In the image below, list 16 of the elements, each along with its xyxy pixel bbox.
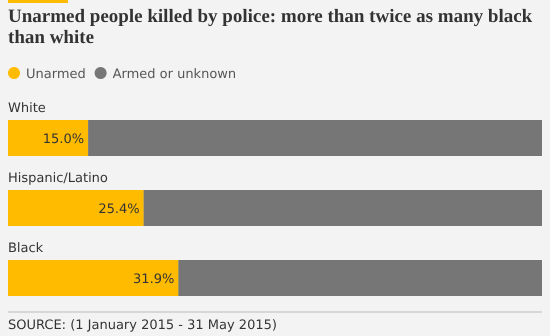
bar	[144, 190, 542, 226]
legend-label: Unarmed	[26, 67, 86, 82]
bar	[178, 260, 542, 296]
data-label: 31.9%	[133, 272, 174, 287]
data-label: 15.0%	[42, 132, 84, 147]
legend-label: Armed or unknown	[112, 67, 236, 82]
source-note: SOURCE: (1 January 2015 - 31 May 2015)	[8, 318, 277, 333]
y-tick-label: White	[8, 101, 46, 116]
chart-title: Unarmed people killed by police: more than twice as many black than white	[8, 6, 533, 48]
data-label: 25.4%	[98, 202, 140, 217]
y-tick-label: Hispanic/Latino	[8, 171, 108, 186]
bar	[88, 120, 542, 156]
bar	[8, 260, 178, 296]
bar	[8, 120, 88, 156]
bar	[8, 190, 144, 226]
y-tick-label: Black	[8, 241, 44, 256]
